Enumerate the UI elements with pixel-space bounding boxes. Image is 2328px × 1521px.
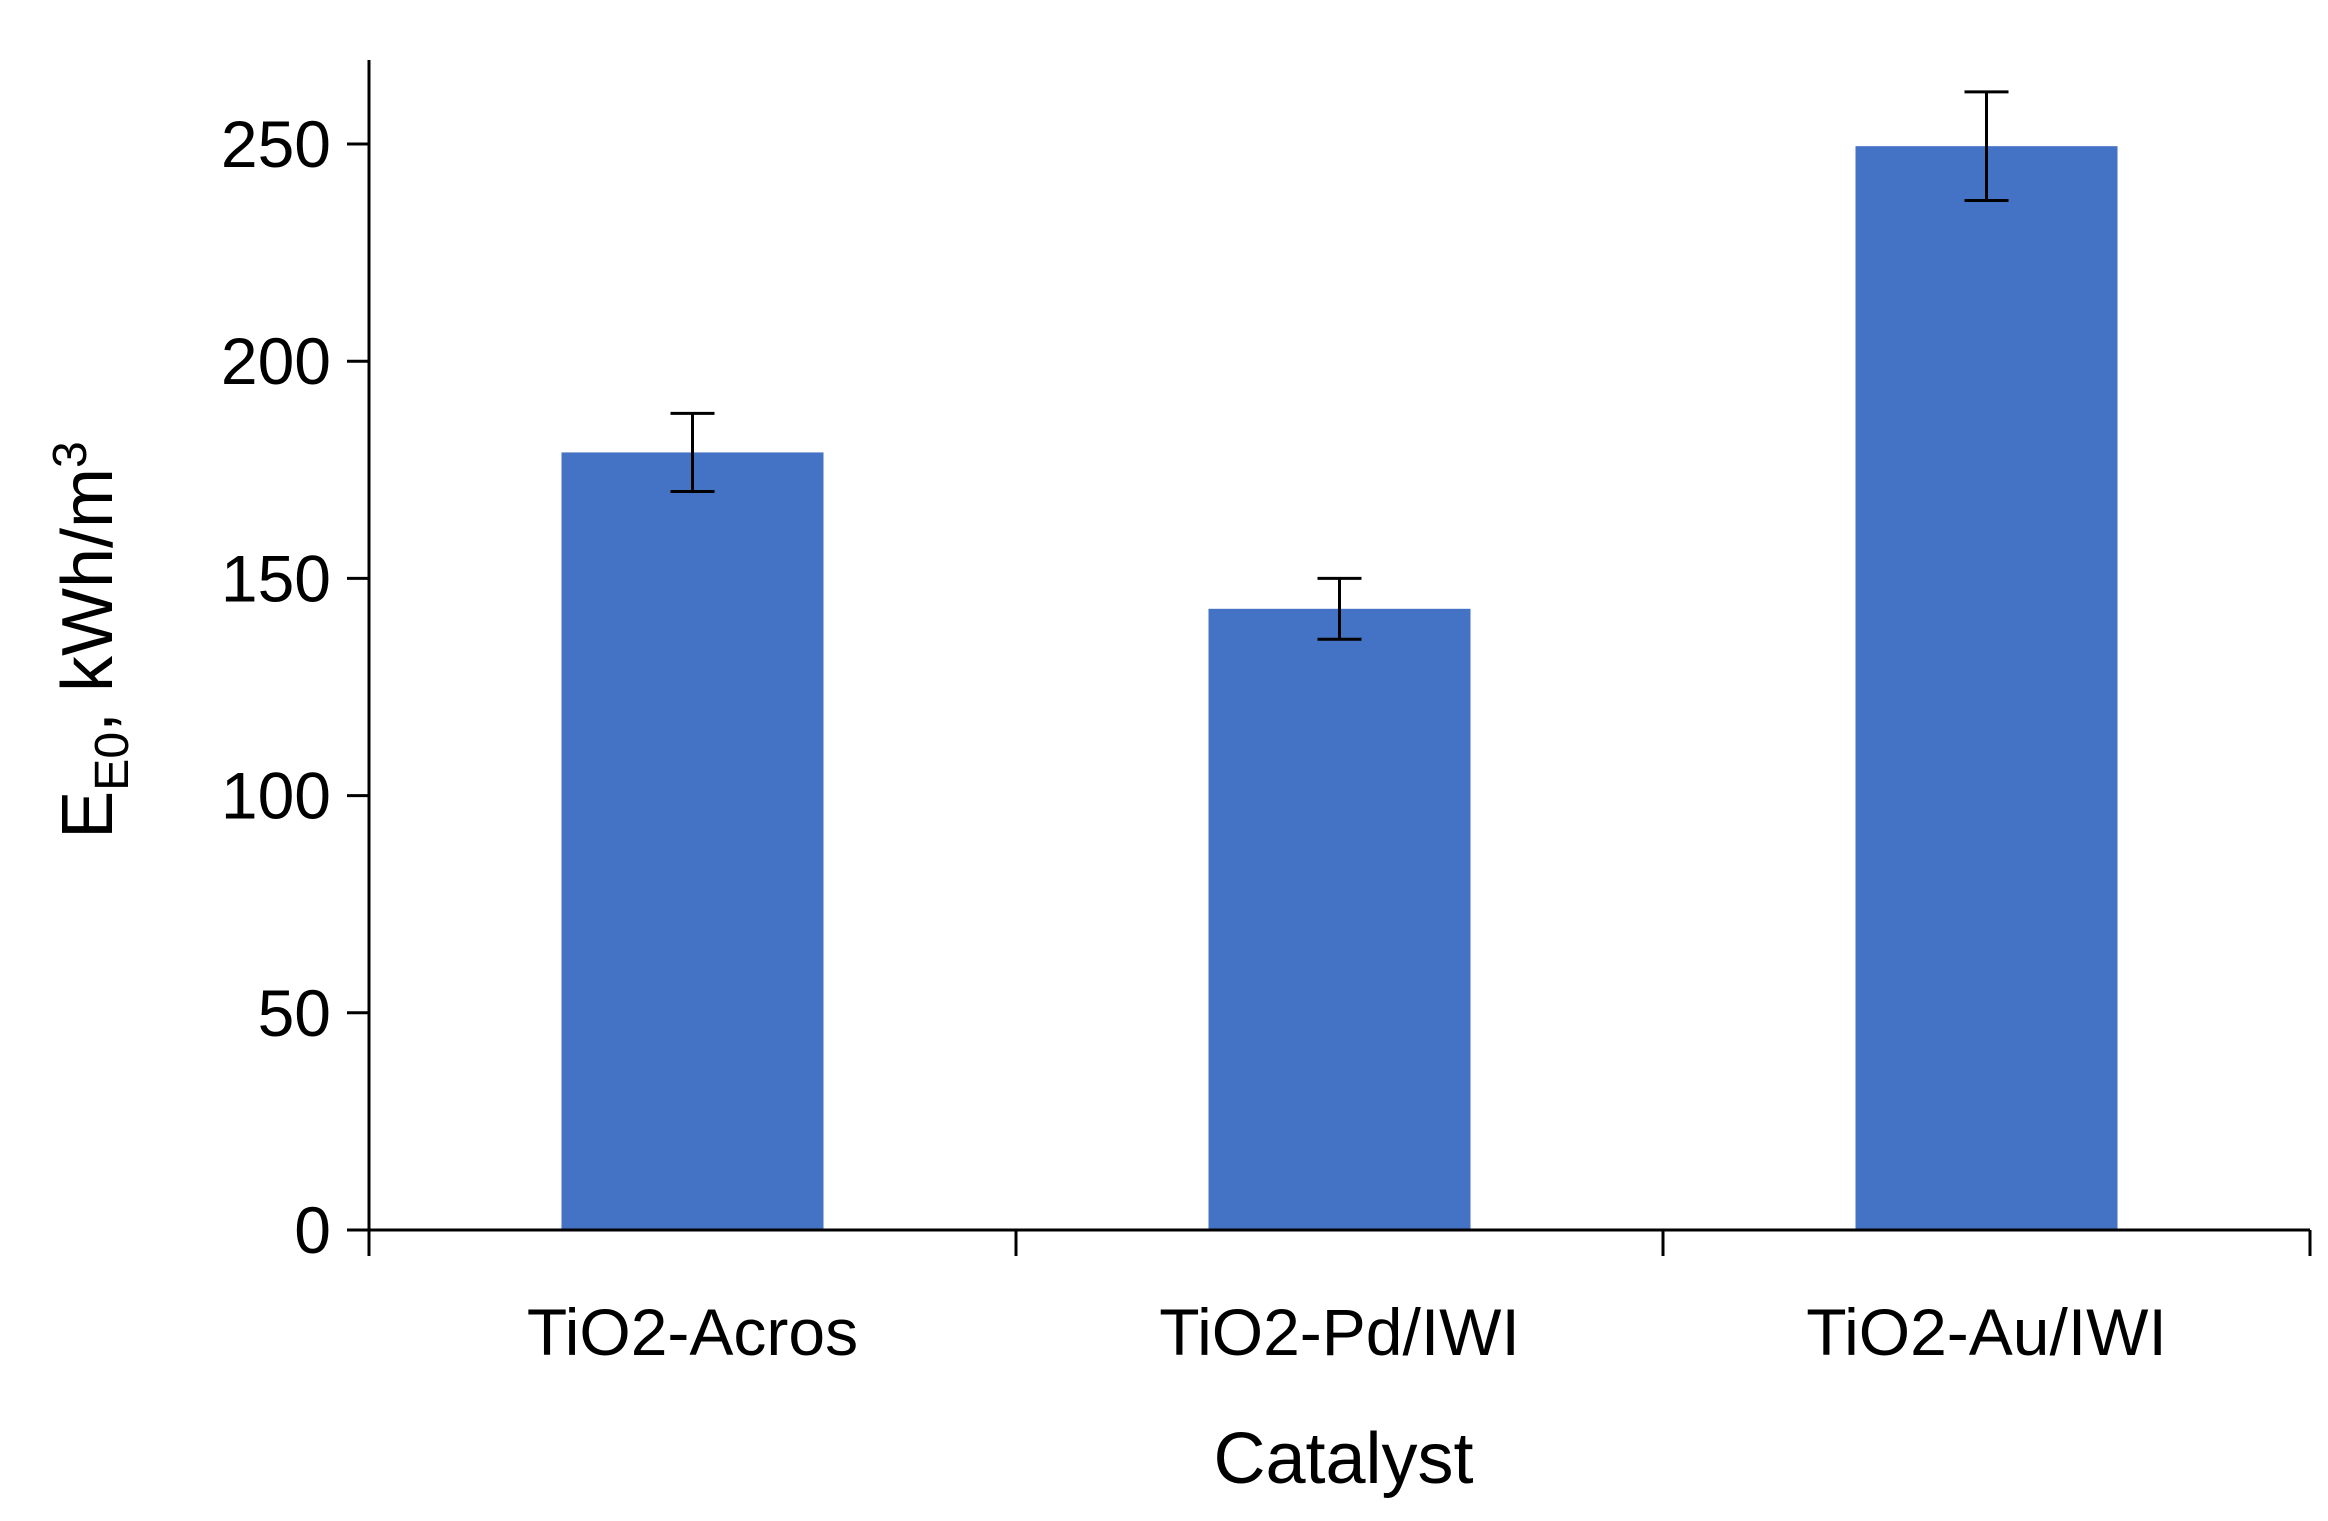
error-bar <box>1964 90 2009 202</box>
y-tick-label: 250 <box>221 107 331 181</box>
y-axis-title: EE0, kWh/m3 <box>44 441 139 838</box>
x-category-label: TiO2-Pd/IWI <box>1159 1295 1520 1369</box>
y-tick-label: 200 <box>221 324 331 398</box>
y-tick-label: 150 <box>221 541 331 615</box>
error-bar <box>1317 576 1362 641</box>
bar <box>1208 608 1471 1230</box>
x-axis-title: Catalyst <box>1213 1419 1473 1499</box>
bar <box>1855 146 2118 1230</box>
y-axis-title-main: E <box>48 791 128 839</box>
bar <box>561 452 824 1230</box>
x-category-label: TiO2-Au/IWI <box>1806 1295 2167 1369</box>
y-tick-label: 0 <box>294 1193 331 1267</box>
y-axis-title-subscript: E0 <box>86 732 139 791</box>
y-tick-label: 50 <box>258 976 331 1050</box>
y-tick-label: 100 <box>221 759 331 833</box>
error-bar <box>670 411 715 494</box>
x-category-label: TiO2-Acros <box>527 1295 858 1369</box>
y-axis-title-superscript: 3 <box>44 441 97 468</box>
y-axis-title-unit: , kWh/m <box>48 468 128 732</box>
